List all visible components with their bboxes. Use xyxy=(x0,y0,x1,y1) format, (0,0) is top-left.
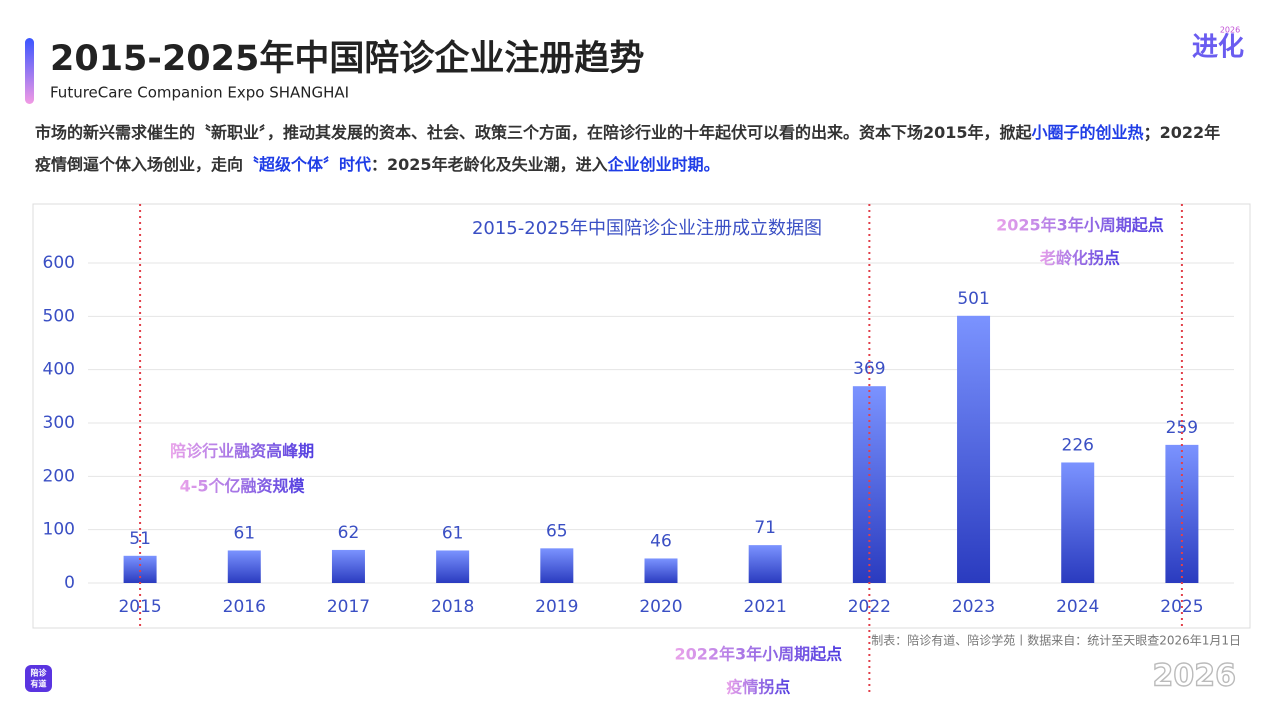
annotation-text: 2025年3年小周期起点 xyxy=(996,216,1164,235)
brand-icon xyxy=(25,665,52,692)
data-label: 65 xyxy=(546,521,568,541)
bar xyxy=(331,549,365,583)
x-tick-label: 2019 xyxy=(535,597,578,617)
logo-mark: 进化 xyxy=(1192,33,1244,63)
y-tick-label: 300 xyxy=(43,413,75,433)
data-label: 501 xyxy=(957,289,989,309)
paragraph-text: ：2025年老龄化及失业潮，进入 xyxy=(371,155,608,174)
bar xyxy=(957,315,991,583)
x-tick-label: 2023 xyxy=(952,597,995,617)
x-tick-label: 2021 xyxy=(744,597,787,617)
y-tick-label: 600 xyxy=(43,253,75,273)
chart-frame xyxy=(32,203,1251,629)
bar xyxy=(1061,462,1095,583)
y-tick-label: 0 xyxy=(64,573,75,593)
data-label: 46 xyxy=(650,531,672,551)
y-tick-label: 200 xyxy=(43,466,75,486)
y-tick-label: 500 xyxy=(43,306,75,326)
data-label: 71 xyxy=(754,518,776,538)
x-tick-label: 2018 xyxy=(431,597,474,617)
data-label: 51 xyxy=(129,529,151,549)
annotation-text: 2022年3年小周期起点 xyxy=(675,645,843,664)
data-label: 226 xyxy=(1062,435,1094,455)
highlight-text: 小圈子的创业热 xyxy=(1031,123,1144,142)
annotation-text: 4-5个亿融资规模 xyxy=(180,477,306,496)
source-note: 制表：陪诊有道、陪诊学苑丨数据来自：统计至天眼查2026年1月1日 xyxy=(871,633,1241,648)
paragraph-text: ；2022年疫情倒逼个体入场创业，走向 xyxy=(35,123,1221,174)
paragraph-text: 市场的新兴需求催生的〝新职业〞，推动其发展的资本、社会、政策三个方面，在陪诊行业… xyxy=(35,123,1032,142)
y-tick-label: 400 xyxy=(43,360,75,380)
chart-title: 2015-2025年中国陪诊企业注册成立数据图 xyxy=(472,218,822,239)
x-tick-label: 2020 xyxy=(639,597,682,617)
annotation-text: 疫情拐点 xyxy=(726,678,790,697)
highlight-text: 企业创业时期。 xyxy=(607,155,720,174)
highlight-text: 〝超级个体〞时代 xyxy=(243,155,372,174)
title-accent xyxy=(25,38,34,104)
data-label: 61 xyxy=(442,523,464,543)
data-label: 61 xyxy=(233,523,255,543)
y-tick-label: 100 xyxy=(43,520,75,540)
x-tick-label: 2016 xyxy=(223,597,266,617)
x-tick-label: 2017 xyxy=(327,597,370,617)
year-watermark: 2026 xyxy=(1153,659,1237,694)
brand-text: 陪诊 xyxy=(31,668,48,678)
bar xyxy=(644,558,678,583)
bar xyxy=(1165,444,1199,583)
bar xyxy=(227,550,261,583)
brand-text: 有道 xyxy=(31,679,47,689)
data-label: 369 xyxy=(853,359,885,379)
logo-year: 2026 xyxy=(1220,26,1240,35)
page-title: 2015-2025年中国陪诊企业注册趋势 xyxy=(50,38,644,79)
data-label: 62 xyxy=(338,523,360,543)
annotation-text: 陪诊行业融资高峰期 xyxy=(170,442,314,461)
page-subtitle: FutureCare Companion Expo SHANGHAI xyxy=(50,84,349,102)
x-tick-label: 2024 xyxy=(1056,597,1099,617)
intro-paragraph: 市场的新兴需求催生的〝新职业〞，推动其发展的资本、社会、政策三个方面，在陪诊行业… xyxy=(35,117,1235,181)
bar xyxy=(436,550,470,583)
annotation-text: 老龄化拐点 xyxy=(1039,249,1120,268)
bar xyxy=(852,386,886,583)
bar xyxy=(748,545,782,583)
bar xyxy=(123,555,157,583)
bar xyxy=(540,548,574,583)
